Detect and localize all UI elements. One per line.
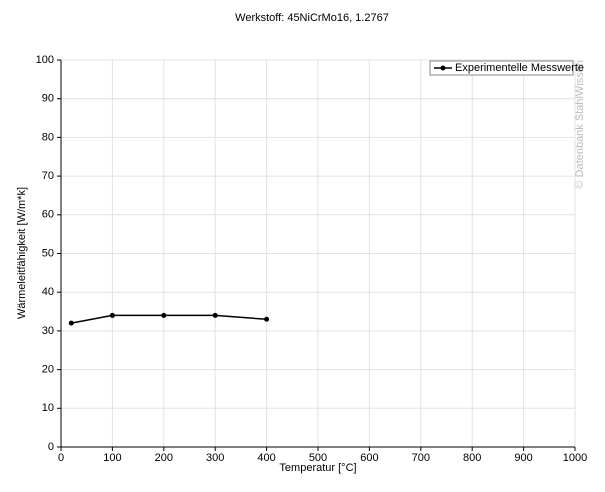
data-point [68, 320, 74, 326]
x-tick-label: 200 [155, 452, 173, 464]
chart-title: Werkstoff: 45NiCrMo16, 1.2767 [235, 12, 389, 24]
data-point [212, 312, 218, 318]
x-tick-label: 700 [412, 452, 430, 464]
y-tick-label: 50 [42, 247, 54, 259]
y-tick-label: 10 [42, 402, 54, 414]
legend-box [429, 60, 574, 76]
y-tick-label: 30 [42, 325, 54, 337]
x-tick-label: 500 [309, 452, 327, 464]
x-tick-label: 0 [58, 452, 64, 464]
y-tick-label: 90 [42, 93, 54, 105]
x-tick-label: 100 [103, 452, 121, 464]
legend-label: Experimentelle Messwerte [455, 62, 584, 74]
y-axis-label: Wärmeleitfähigkeit [W/m*k] [16, 187, 28, 319]
data-line [71, 314, 267, 324]
x-axis-label: Temperatur [°C] [279, 462, 356, 474]
legend-marker [440, 65, 446, 71]
y-tick-label: 0 [48, 441, 54, 453]
x-tick-label: 800 [463, 452, 481, 464]
y-tick-label: 100 [36, 54, 54, 66]
x-tick-label: 900 [514, 452, 532, 464]
x-tick-label: 1000 [563, 452, 587, 464]
data-point [109, 312, 115, 318]
x-tick-label: 300 [206, 452, 224, 464]
x-tick-label: 400 [257, 452, 275, 464]
y-tick-label: 20 [42, 364, 54, 376]
y-tick-label: 60 [42, 209, 54, 221]
data-point [264, 316, 270, 322]
x-tick-label: 600 [360, 452, 378, 464]
watermark: © Datenbank StahlWissen [574, 60, 586, 189]
y-tick-label: 70 [42, 170, 54, 182]
y-tick-label: 40 [42, 286, 54, 298]
y-tick-label: 80 [42, 131, 54, 143]
data-point [161, 312, 167, 318]
